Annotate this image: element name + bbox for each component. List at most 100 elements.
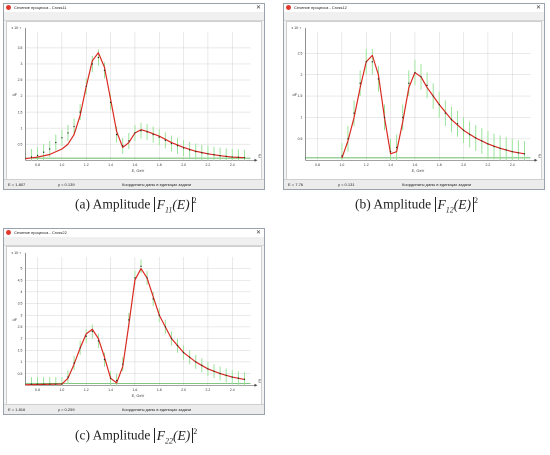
status-hint: Координаты даны в единицах задачи: [402, 182, 472, 187]
data-point: [85, 335, 87, 337]
y-scale-label: x 10⁻²: [292, 26, 302, 30]
x-tick-label: 2.0: [181, 163, 186, 167]
data-point: [219, 372, 221, 375]
x-tick-label: 0.8: [315, 163, 320, 167]
y-tick-label: 1: [300, 116, 302, 120]
y-tick-label: 1.5: [18, 110, 23, 114]
data-point: [523, 153, 526, 155]
data-point: [182, 147, 185, 149]
data-point: [450, 118, 453, 121]
data-point: [115, 133, 118, 136]
app-icon: [6, 5, 11, 10]
data-point: [55, 141, 57, 144]
status-y: y = 0.139: [58, 182, 75, 187]
data-point: [487, 143, 489, 145]
data-point: [414, 71, 416, 74]
data-point: [201, 364, 203, 367]
data-point: [146, 131, 148, 133]
data-point: [91, 330, 94, 333]
data-point: [176, 344, 179, 347]
x-tick-label: 0.8: [35, 388, 40, 392]
y-scale-label: x 10⁻²: [12, 26, 22, 30]
close-icon[interactable]: ✕: [255, 5, 261, 11]
x-tick-label: 2.0: [461, 163, 466, 167]
data-point: [438, 103, 440, 106]
plot-svg: 0.5 1 1.5 2 2.5 0.8 1.0 1.2 1.4 1.6 1.8 2.0 2.2 2.4 E E…: [292, 26, 541, 173]
x-tick-label: 1.6: [133, 163, 138, 167]
close-icon[interactable]: ✕: [255, 230, 261, 236]
data-point: [365, 61, 367, 63]
data-point: [201, 152, 203, 154]
data-point: [243, 378, 246, 381]
x-tick-label: 2.2: [206, 163, 211, 167]
x-tick-label: 1.4: [108, 388, 113, 392]
data-point: [42, 151, 45, 153]
y-tick-label: 2.5: [18, 325, 23, 329]
y-tick-label: 4: [20, 290, 22, 294]
data-point: [122, 363, 124, 365]
data-point: [36, 154, 39, 157]
data-point: [73, 125, 75, 128]
data-point: [176, 145, 179, 147]
data-point: [371, 61, 374, 63]
data-point: [444, 112, 447, 114]
plot-area[interactable]: 0.5 1 1.5 2 2.5 3 3.5 0.8 1.0 1.2 1.4 1.6 1.8 2.0 2.2 2…: [6, 21, 262, 180]
x-tick-label: 1.2: [84, 388, 89, 392]
data-point: [152, 133, 154, 136]
close-icon[interactable]: ✕: [535, 5, 541, 11]
x-tick-label: 2.0: [181, 388, 186, 392]
caption-word: Amplitude: [92, 196, 151, 212]
data-point: [213, 370, 215, 372]
data-point: [103, 358, 106, 361]
data-point: [383, 116, 386, 119]
status-bar: E = 1.807 y = 0.139 Координаты даны в ед…: [4, 179, 264, 189]
x-axis-end-label: E: [258, 378, 261, 383]
data-point: [134, 277, 136, 279]
caption-subscript: 22: [165, 436, 173, 446]
data-point: [207, 368, 209, 370]
data-point: [377, 78, 380, 80]
menubar: Сохранить Справка Возврат: [284, 12, 544, 26]
data-point: [42, 383, 45, 385]
data-point: [61, 137, 63, 139]
data-point: [468, 133, 471, 136]
x-tick-label: 2.4: [510, 163, 515, 167]
plot-area[interactable]: 0.5 1 1.5 2 2.5 0.8 1.0 1.2 1.4 1.6 1.8 2.0 2.2 2.4 E E…: [286, 21, 542, 180]
x-tick-label: 1.4: [108, 163, 113, 167]
x-tick-label: 0.8: [35, 163, 40, 167]
y-axis-label: dF: [13, 317, 18, 322]
data-point: [188, 356, 191, 358]
data-point: [420, 76, 422, 78]
y-tick-label: 2: [300, 73, 302, 77]
caption-formula: F11(E): [153, 196, 193, 214]
y-tick-label: 3.5: [18, 46, 23, 50]
caption-b: (b) Amplitude F12(E) 2: [355, 196, 479, 215]
status-y: y = 0.259: [58, 407, 75, 412]
y-tick-label: 4.5: [18, 278, 23, 282]
data-point: [36, 383, 39, 385]
data-point: [213, 154, 215, 156]
data-point: [481, 140, 483, 142]
y-axis-label: dF: [13, 92, 18, 97]
y-tick-label: 1.5: [18, 348, 23, 352]
data-point: [128, 140, 130, 142]
x-axis-arrow: [254, 383, 258, 387]
data-point: [152, 298, 154, 300]
caption-c: (c) Amplitude F22(E) 2: [75, 427, 198, 446]
data-point: [158, 136, 160, 138]
status-bar: E = 7.76 y = 0.131 Координаты даны в еди…: [284, 179, 544, 189]
data-point: [341, 155, 343, 157]
plot-area[interactable]: 0.5 1 1.5 2 2.5 3 3.5 4 4.5 5 0.8 1.0 1.2 1.4 1.6 1.8 2.…: [6, 246, 262, 405]
data-point: [207, 153, 209, 155]
data-point: [85, 85, 87, 88]
y-tick-label: 3.5: [18, 302, 23, 306]
caption-word: Amplitude: [373, 196, 432, 212]
window-title: Сечение процесса - Cross11: [14, 5, 67, 10]
x-tick-label: 1.0: [340, 163, 345, 167]
data-point: [97, 340, 100, 342]
y-tick-label: 3: [20, 62, 22, 66]
x-tick-label: 2.2: [206, 388, 211, 392]
data-point: [158, 314, 160, 316]
data-point: [115, 379, 118, 382]
x-tick-label: 1.8: [437, 163, 442, 167]
